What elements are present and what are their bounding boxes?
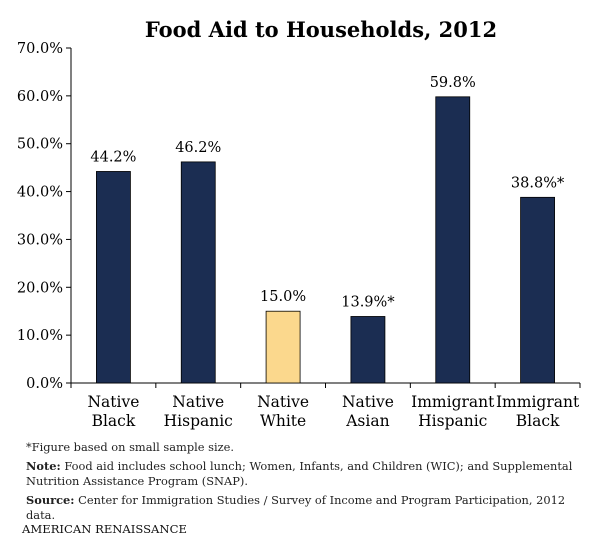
value-label: 38.8%* xyxy=(511,175,565,191)
category-label: Black xyxy=(516,412,560,430)
category-label: Asian xyxy=(345,412,389,430)
source: Source: Center for Immigration Studies /… xyxy=(26,493,586,523)
category-label: Hispanic xyxy=(164,412,233,430)
category-label: Native xyxy=(257,393,309,411)
y-axis-ticks: 0.0% 10.0% 20.0% 30.0% 40.0% 50.0% 60.0% 70.0% xyxy=(17,41,581,392)
source-label: Source: xyxy=(26,493,75,507)
y-tick-label: 70.0% xyxy=(17,41,63,57)
chart-title: Food Aid to Households, 2012 xyxy=(145,17,497,42)
bar-chart: Food Aid to Households, 2012 0.0% 10.0% 20… xyxy=(17,17,581,430)
brand-logo-text: AMERICAN RENAISSANCE xyxy=(22,522,187,536)
note-label: Note: xyxy=(26,459,61,473)
category-label: White xyxy=(260,412,306,430)
note-text: Food aid includes school lunch; Women, I… xyxy=(26,459,573,488)
source-text: Center for Immigration Studies / Survey … xyxy=(26,493,566,522)
value-label: 15.0% xyxy=(260,289,306,305)
y-tick-label: 0.0% xyxy=(26,376,63,392)
bar xyxy=(265,310,301,384)
category-label: Native xyxy=(172,393,224,411)
footnote: *Figure based on small sample size. xyxy=(26,440,235,454)
y-tick-label: 10.0% xyxy=(17,328,63,344)
chart-notes: *Figure based on small sample size. Note… xyxy=(26,440,586,527)
y-tick-label: 20.0% xyxy=(17,280,63,296)
x-axis-labels: NativeBlackNativeHispanicNativeWhiteNati… xyxy=(87,393,580,430)
category-label: Black xyxy=(92,412,136,430)
value-labels: 44.2% 46.2% 15.0% 13.9%* 59.8% 38.8%* xyxy=(90,75,565,311)
category-label: Hispanic xyxy=(418,412,487,430)
value-label: 13.9%* xyxy=(341,294,395,310)
category-label: Native xyxy=(87,393,139,411)
bar xyxy=(96,171,131,384)
value-label: 59.8% xyxy=(430,75,476,91)
category-label: Immigrant xyxy=(411,393,495,411)
bar xyxy=(435,96,471,384)
bars xyxy=(96,96,555,384)
y-tick-label: 50.0% xyxy=(17,137,63,153)
category-label: Immigrant xyxy=(496,393,580,411)
bar xyxy=(350,316,386,384)
y-tick-label: 40.0% xyxy=(17,185,63,201)
y-tick-label: 60.0% xyxy=(17,89,63,105)
value-label: 44.2% xyxy=(90,149,136,165)
category-label: Native xyxy=(342,393,394,411)
bar xyxy=(520,196,555,384)
bar xyxy=(180,161,216,384)
note: Note: Food aid includes school lunch; Wo… xyxy=(26,459,586,489)
y-tick-label: 30.0% xyxy=(17,232,63,248)
value-label: 46.2% xyxy=(175,140,221,156)
